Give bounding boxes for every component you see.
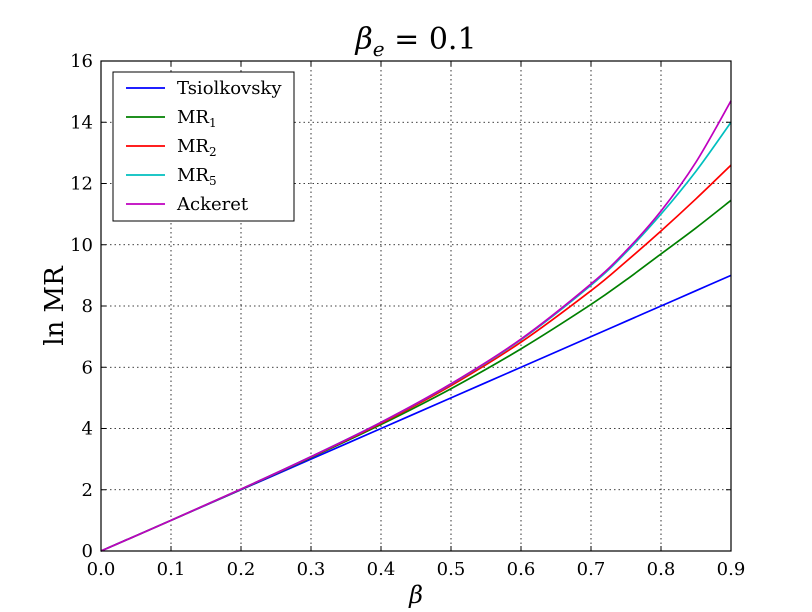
x-tick-label: 0.2	[227, 559, 256, 580]
legend-label: MR5	[177, 165, 217, 188]
x-tick-label: 0.6	[507, 559, 536, 580]
series-lines	[100, 100, 732, 552]
y-tick-label: 6	[82, 357, 93, 378]
x-tick-label: 0.5	[437, 559, 466, 580]
y-tick-label: 2	[82, 480, 93, 501]
y-tick-label: 8	[82, 296, 93, 317]
x-tick-label: 0.8	[647, 559, 676, 580]
legend-label-main: Ackeret	[176, 194, 249, 215]
series-line-mr2	[100, 164, 732, 552]
legend-label-subscript: 1	[209, 116, 217, 130]
legend-label: MR1	[177, 107, 217, 130]
legend-label: Ackeret	[176, 194, 249, 215]
x-tick-label: 0.9	[717, 559, 746, 580]
y-tick-label: 4	[82, 419, 93, 440]
chart-title-main: β	[354, 22, 372, 57]
y-axis-label: ln MR	[40, 265, 70, 346]
chart-title-rest: = 0.1	[385, 22, 477, 57]
legend-label-subscript: 2	[209, 145, 217, 159]
y-tick-label: 16	[70, 51, 93, 72]
x-tick-label: 0.7	[577, 559, 606, 580]
y-tick-label: 0	[82, 541, 93, 562]
x-axis-label: β	[408, 581, 423, 609]
legend-label: Tsiolkovsky	[177, 78, 282, 99]
axis-ticks: 0.0 0.1 0.2 0.3 0.4 0.5 0.6 0.7 0.8 0.90246810121…	[70, 51, 745, 580]
y-tick-label: 12	[70, 174, 93, 195]
x-tick-label: 0.4	[367, 559, 396, 580]
legend-label-main: MR	[177, 136, 209, 157]
chart-title-sub: e	[373, 37, 385, 61]
legend-label-main: MR	[177, 107, 209, 128]
legend-label-subscript: 5	[209, 174, 217, 188]
legend-label-main: Tsiolkovsky	[177, 78, 282, 99]
y-tick-label: 10	[70, 235, 93, 256]
x-tick-label: 0.3	[297, 559, 326, 580]
chart-title: βe = 0.1	[354, 22, 476, 61]
legend-label-main: MR	[177, 165, 209, 186]
y-tick-label: 14	[70, 112, 93, 133]
legend-label: MR2	[177, 136, 217, 159]
x-tick-label: 0.1	[157, 559, 186, 580]
x-tick-label: 0.0	[87, 559, 116, 580]
series-line-ackeret	[100, 100, 732, 552]
